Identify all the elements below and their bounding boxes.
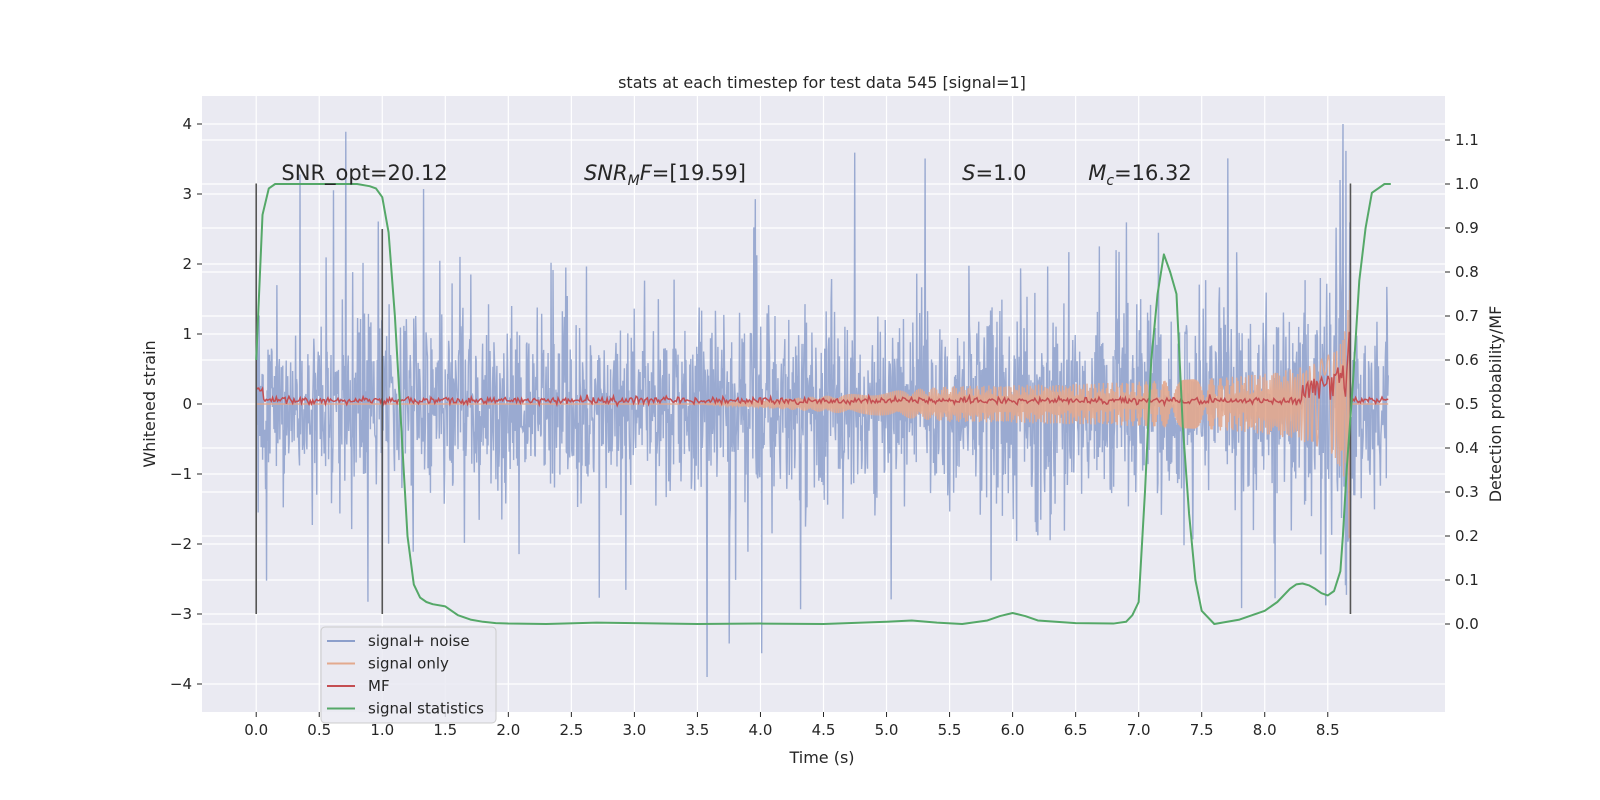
annotation-text: S=1.0	[962, 161, 1026, 185]
annotation-text: SNRMF=[19.59]	[584, 161, 746, 189]
annotation-value: =[19.59]	[652, 161, 746, 185]
y-tick-label: 3	[182, 185, 192, 203]
annotations: SNR_opt=20.12 SNRMF=[19.59] S=1.0 Mc=16.32	[281, 161, 1191, 189]
x-axis-label: Time (s)	[788, 748, 854, 767]
y-tick-label: −2	[170, 535, 192, 553]
signal-plus-noise-line	[255, 123, 1389, 678]
mf-line	[255, 331, 1389, 408]
x-tick-label: 0.0	[244, 721, 268, 739]
ticks: 0.0 0.5 1.0 1.5 2.0 2.5 3.0 3.5 4.0 4.5 5.0 5.5 6.0 6…	[170, 115, 1479, 739]
plot-marks	[255, 123, 1391, 678]
annotation-symbol: M	[1088, 161, 1106, 185]
annotation-text: SNR_opt=20.12	[281, 161, 447, 186]
annotation-symbol: S	[962, 161, 975, 185]
x-tick-label: 7.0	[1127, 721, 1151, 739]
y2-tick-label: 0.9	[1455, 219, 1479, 237]
y-tick-label: −1	[170, 465, 192, 483]
x-tick-label: 6.0	[1001, 721, 1025, 739]
x-tick-label: 3.5	[686, 721, 710, 739]
x-tick-label: 4.0	[749, 721, 773, 739]
y2-tick-label: 0.6	[1455, 351, 1479, 369]
signal-only-line	[256, 290, 1389, 539]
x-tick-label: 7.5	[1190, 721, 1214, 739]
legend-label: signal+ noise	[368, 632, 470, 650]
y2-tick-label: 0.8	[1455, 263, 1479, 281]
y-tick-label: 4	[182, 115, 192, 133]
annotation-text: Mc=16.32	[1088, 161, 1192, 189]
x-tick-label: 1.5	[433, 721, 457, 739]
legend: signal+ noise signal only MF signal statist…	[320, 626, 497, 724]
y-tick-label: −3	[170, 605, 192, 623]
y2-tick-label: 1.1	[1455, 131, 1479, 149]
x-tick-label: 4.5	[812, 721, 836, 739]
x-tick-label: 8.5	[1316, 721, 1340, 739]
y-axis-label: Whitened strain	[140, 340, 159, 467]
x-tick-label: 3.0	[622, 721, 646, 739]
y2-axis-label: Detection probability/MF	[1486, 306, 1505, 503]
annotation-symbol: SNR	[584, 161, 628, 185]
y2-tick-label: 0.1	[1455, 571, 1479, 589]
annotation-rest: F=[19.59]	[640, 161, 746, 185]
legend-label: signal only	[368, 655, 449, 673]
chart-title: stats at each timestep for test data 545…	[618, 73, 1026, 92]
annotation-symbol-f: F	[640, 161, 653, 185]
annotation-subscript: c	[1106, 173, 1114, 189]
legend-box	[320, 626, 497, 724]
y-tick-label: 2	[182, 255, 192, 273]
y2-tick-label: 0.3	[1455, 483, 1479, 501]
x-tick-label: 2.5	[559, 721, 583, 739]
y2-tick-label: 1.0	[1455, 175, 1479, 193]
legend-label: MF	[368, 677, 390, 695]
y2-tick-label: 0.2	[1455, 527, 1479, 545]
x-tick-label: 8.0	[1253, 721, 1277, 739]
x-tick-label: 1.0	[370, 721, 394, 739]
y2-tick-label: 0.4	[1455, 439, 1479, 457]
annotation-rest: =1.0	[976, 161, 1027, 185]
annotation-rest: =16.32	[1114, 161, 1192, 185]
x-tick-label: 6.5	[1064, 721, 1088, 739]
y-tick-label: −4	[170, 675, 192, 693]
y-tick-label: 0	[182, 395, 192, 413]
x-tick-label: 0.5	[307, 721, 331, 739]
x-tick-label: 5.0	[875, 721, 899, 739]
y2-tick-label: 0.0	[1455, 615, 1479, 633]
y2-tick-label: 0.7	[1455, 307, 1479, 325]
x-tick-label: 5.5	[938, 721, 962, 739]
annotation-subscript: M	[628, 173, 640, 189]
y-tick-label: 1	[182, 325, 192, 343]
y2-tick-label: 0.5	[1455, 395, 1479, 413]
x-tick-label: 2.0	[496, 721, 520, 739]
legend-label: signal statistics	[368, 700, 484, 718]
